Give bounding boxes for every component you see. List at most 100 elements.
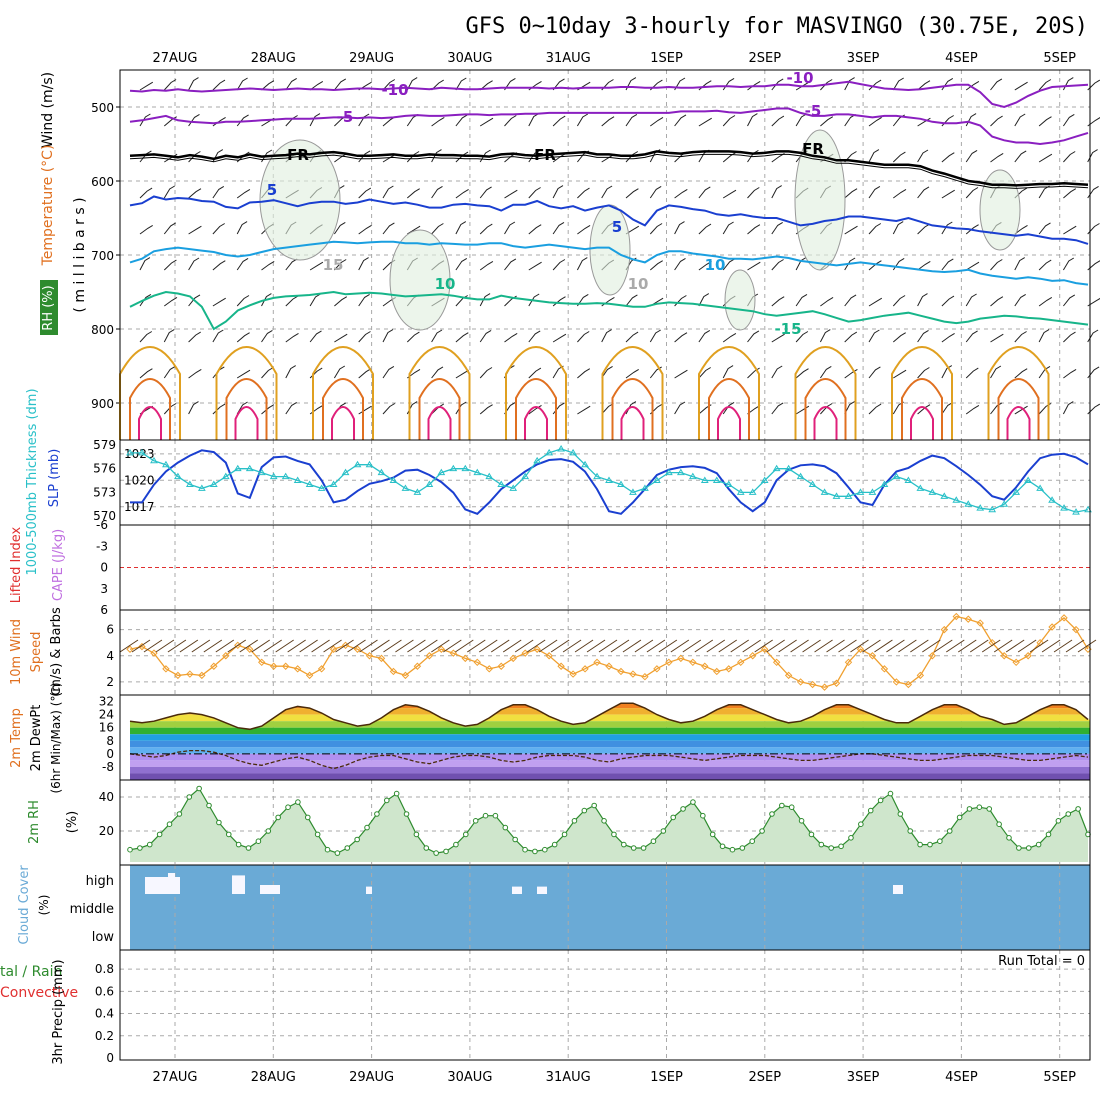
lifted-tick-label: -3 bbox=[96, 539, 108, 553]
precip-tick-label: 0.2 bbox=[95, 1029, 114, 1043]
temperature-contour bbox=[129, 150, 1089, 187]
wind-barb bbox=[406, 151, 420, 163]
rh-tick-label: 20 bbox=[99, 824, 114, 838]
surface-wind-barb bbox=[239, 639, 259, 653]
contour-label: -15 bbox=[774, 320, 801, 338]
lifted-tick-label: 3 bbox=[100, 582, 108, 596]
wind-barb bbox=[722, 221, 734, 235]
rh-marker bbox=[996, 821, 1002, 828]
cloud-high-bar bbox=[168, 873, 175, 894]
wind-barb bbox=[674, 369, 688, 379]
rh-marker bbox=[709, 831, 716, 838]
rh-marker bbox=[383, 797, 390, 804]
wind-barb bbox=[965, 149, 978, 163]
wind-barb bbox=[285, 295, 299, 307]
rh-marker bbox=[453, 841, 459, 848]
wind-barb bbox=[941, 332, 955, 343]
wind-axis-label: Wind (m/s) bbox=[40, 72, 56, 148]
surface-wind-barb bbox=[778, 639, 797, 653]
wind-barb bbox=[163, 403, 177, 415]
wind-barb bbox=[552, 402, 565, 415]
wind-barb bbox=[528, 224, 542, 235]
wind-barb bbox=[358, 331, 371, 343]
wind-barb bbox=[382, 222, 395, 235]
rh-marker bbox=[1065, 811, 1072, 817]
temp-band bbox=[130, 714, 1090, 722]
wind-barb bbox=[892, 77, 904, 91]
rh-marker bbox=[216, 819, 222, 826]
wind-barb bbox=[990, 259, 1003, 271]
rh-marker bbox=[225, 831, 232, 838]
rh-marker bbox=[275, 814, 281, 821]
surface-contour bbox=[891, 346, 953, 440]
contour-label: FR bbox=[802, 140, 824, 158]
wind-barb bbox=[819, 365, 832, 379]
wind-barb bbox=[917, 293, 928, 307]
rh-marker bbox=[255, 838, 262, 845]
wind-barb bbox=[431, 185, 443, 199]
wind-barb bbox=[795, 368, 809, 379]
wind-barb bbox=[1014, 81, 1028, 91]
rh-marker bbox=[700, 812, 706, 819]
thickness-marker bbox=[916, 484, 925, 491]
thickness-tick-label: 579 bbox=[93, 438, 116, 452]
date-label-top: 1SEP bbox=[650, 51, 683, 66]
rh-marker bbox=[502, 824, 509, 831]
wind-barb bbox=[844, 331, 858, 343]
wind-barb bbox=[698, 293, 710, 307]
wind-barb bbox=[1087, 366, 1100, 379]
temperature-contour bbox=[129, 240, 1089, 286]
wind-speed-marker bbox=[892, 678, 901, 686]
wind-speed-marker bbox=[174, 671, 182, 680]
wind-speed-marker bbox=[210, 662, 218, 670]
thickness-marker bbox=[245, 464, 254, 472]
thickness-marker bbox=[521, 472, 530, 480]
wind-barb bbox=[965, 80, 980, 91]
wind-barb bbox=[188, 188, 202, 199]
wind-barb bbox=[893, 369, 907, 379]
wind-barb bbox=[965, 261, 980, 271]
wind-barb bbox=[990, 296, 1004, 307]
wind-barb bbox=[941, 221, 953, 235]
rh-marker bbox=[295, 799, 301, 805]
lifted-tick-label: 6 bbox=[100, 603, 108, 617]
wind-barb bbox=[285, 401, 297, 415]
wind-barb bbox=[334, 333, 348, 343]
rh-contour bbox=[724, 269, 756, 331]
rh-marker bbox=[571, 818, 578, 824]
surface-contour bbox=[708, 378, 750, 440]
wind-barb bbox=[455, 332, 469, 343]
thickness-line bbox=[130, 448, 1089, 513]
rh-marker bbox=[581, 807, 588, 814]
wind-barb bbox=[528, 113, 539, 127]
surface-contour bbox=[804, 378, 847, 440]
total-rain-label: tal / Rain bbox=[0, 964, 62, 980]
wind-barb bbox=[406, 77, 418, 91]
thickness-marker bbox=[1036, 484, 1044, 491]
rh-marker bbox=[818, 841, 825, 848]
rh-marker bbox=[482, 812, 489, 819]
wind-tick-label: 2 bbox=[106, 675, 114, 689]
surface-wind-barb bbox=[874, 639, 893, 653]
wind-barb bbox=[674, 295, 687, 307]
wind-barb bbox=[722, 77, 735, 91]
wind-barb bbox=[893, 188, 907, 199]
thickness-marker bbox=[557, 444, 565, 452]
thickness-marker bbox=[377, 468, 386, 476]
surface-wind-barb bbox=[431, 639, 450, 653]
rh-marker bbox=[176, 811, 183, 817]
temp-band bbox=[130, 760, 1090, 767]
thickness-marker bbox=[976, 504, 985, 511]
wind-speed-marker bbox=[832, 679, 841, 687]
surface-contour bbox=[427, 406, 452, 440]
contour-label: -10 bbox=[786, 69, 813, 87]
wind-speed-marker bbox=[725, 665, 733, 673]
surface-wind-barb bbox=[898, 639, 917, 653]
surface-wind-barb bbox=[383, 639, 402, 653]
surface-contour bbox=[119, 346, 181, 440]
surface-wind-barb bbox=[850, 639, 869, 653]
wind-speed-marker bbox=[581, 665, 589, 673]
surface-wind-barb bbox=[119, 639, 139, 653]
wind-speed-marker bbox=[557, 662, 565, 670]
wind-speed-marker bbox=[293, 665, 302, 673]
